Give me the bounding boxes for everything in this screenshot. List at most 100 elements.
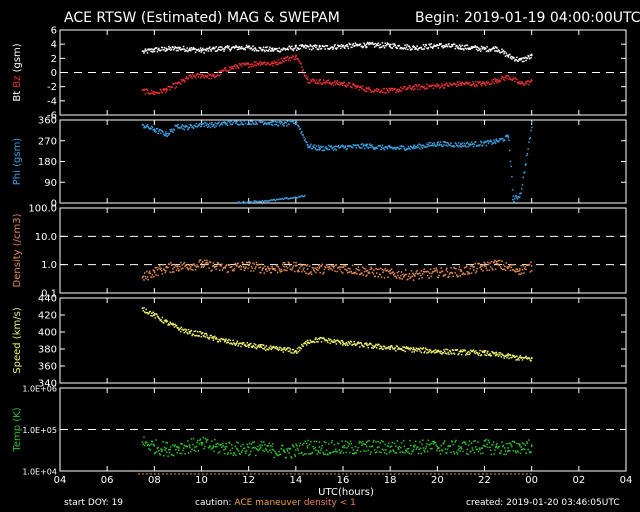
data-point — [260, 346, 263, 348]
data-point — [243, 201, 246, 204]
data-point — [305, 340, 307, 343]
data-point — [513, 60, 516, 62]
data-point — [159, 129, 162, 131]
data-point — [460, 270, 462, 272]
data-point — [336, 450, 338, 453]
data-point — [365, 144, 368, 147]
data-point — [455, 439, 457, 442]
data-point — [318, 446, 321, 448]
data-point — [344, 85, 347, 87]
data-point — [292, 55, 295, 58]
data-point — [149, 449, 152, 451]
data-point — [380, 347, 382, 350]
data-point — [228, 69, 230, 72]
data-point — [509, 354, 512, 356]
data-point — [405, 273, 408, 276]
data-point — [203, 52, 205, 54]
data-point — [255, 48, 257, 50]
data-point — [260, 263, 263, 266]
data-point — [290, 456, 292, 458]
data-point — [173, 82, 176, 85]
data-point — [255, 64, 258, 67]
data-point — [479, 266, 481, 269]
data-point — [159, 453, 162, 456]
data-point — [483, 261, 486, 264]
data-point — [491, 267, 493, 270]
data-point — [321, 263, 324, 266]
data-point — [147, 278, 149, 281]
data-point — [188, 331, 191, 333]
data-point — [523, 443, 525, 445]
data-point — [502, 263, 505, 266]
data-point — [220, 123, 222, 125]
data-point — [208, 77, 210, 80]
data-point — [402, 87, 405, 89]
data-point — [514, 450, 517, 452]
data-point — [362, 145, 365, 147]
data-point — [266, 46, 268, 48]
data-point — [153, 445, 156, 447]
data-point — [298, 61, 301, 64]
data-point — [322, 271, 325, 274]
data-point — [264, 265, 266, 267]
data-point — [410, 453, 413, 455]
data-point — [221, 70, 224, 73]
data-point — [141, 50, 144, 53]
data-point — [518, 80, 520, 83]
data-point — [405, 346, 408, 348]
data-point — [201, 74, 204, 76]
data-point — [236, 201, 239, 204]
data-point — [168, 323, 171, 326]
data-point — [214, 338, 217, 340]
data-point — [358, 342, 360, 345]
data-point — [253, 263, 256, 265]
data-point — [506, 356, 508, 359]
data-point — [182, 48, 184, 50]
data-point — [511, 58, 513, 60]
data-point — [265, 63, 268, 66]
data-point — [479, 144, 481, 146]
data-point — [170, 262, 172, 264]
data-point — [215, 125, 217, 127]
data-point — [243, 47, 246, 50]
data-point — [414, 272, 417, 275]
data-point — [147, 443, 149, 446]
data-point — [446, 353, 448, 355]
data-point — [144, 442, 147, 444]
data-point — [303, 46, 305, 49]
data-point — [514, 356, 517, 358]
data-point — [292, 49, 295, 52]
data-point — [299, 128, 302, 130]
data-point — [233, 47, 236, 49]
data-point — [330, 267, 332, 270]
data-point — [240, 202, 242, 204]
data-point — [315, 271, 317, 274]
data-point — [319, 148, 321, 150]
data-point — [458, 268, 460, 271]
data-point — [438, 144, 440, 147]
data-point — [231, 66, 234, 68]
data-point — [496, 79, 499, 81]
data-point — [151, 48, 153, 50]
data-point — [422, 273, 424, 275]
data-point — [155, 266, 158, 269]
data-point — [289, 348, 292, 350]
data-point — [370, 343, 372, 345]
data-point — [530, 129, 532, 132]
data-point — [466, 351, 469, 354]
data-point — [235, 265, 238, 267]
data-point — [341, 339, 343, 342]
data-point — [328, 339, 331, 341]
data-point — [475, 446, 477, 448]
data-point — [409, 47, 411, 49]
data-point — [170, 264, 173, 266]
data-point — [474, 352, 476, 355]
data-point — [476, 351, 478, 354]
data-point — [168, 48, 171, 50]
data-point — [255, 447, 258, 450]
data-point — [156, 268, 159, 271]
data-point — [216, 123, 219, 125]
data-point — [472, 83, 475, 85]
data-point — [308, 273, 310, 275]
data-point — [212, 47, 215, 50]
